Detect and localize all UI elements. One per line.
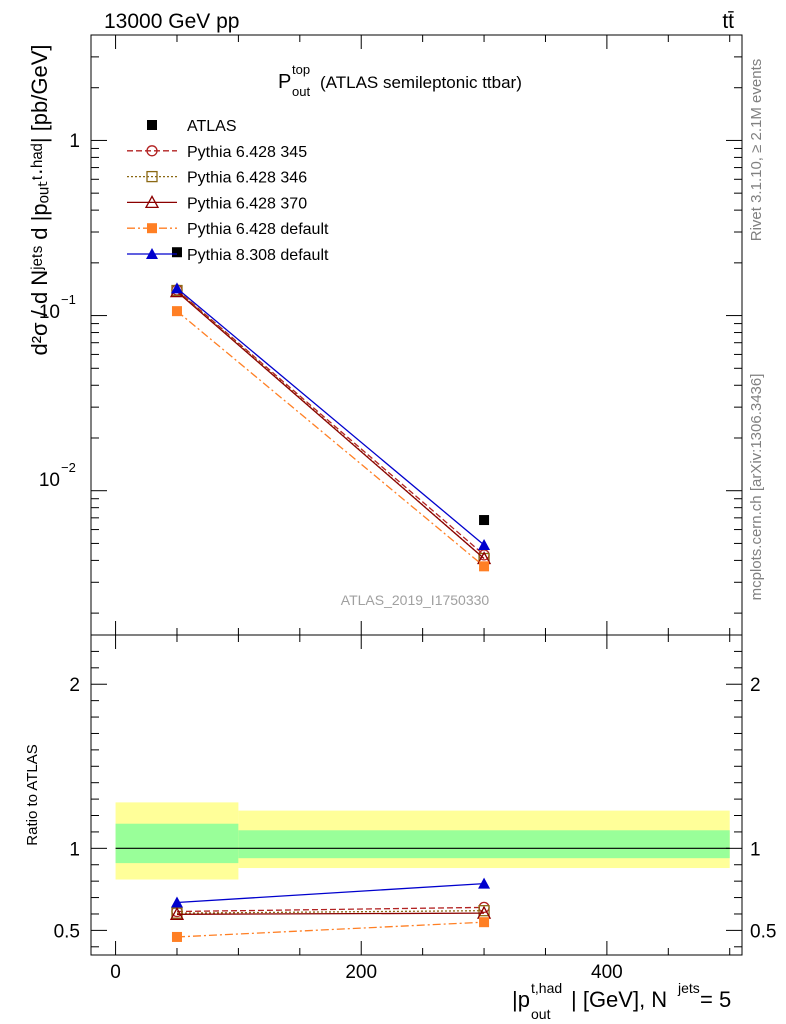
main-series-line bbox=[176, 291, 485, 560]
legend-entry-4: Pythia 6.428 default bbox=[127, 221, 329, 238]
legend-label: ATLAS bbox=[187, 118, 237, 135]
legend-label: Pythia 6.428 default bbox=[187, 221, 329, 238]
ratio-series-line bbox=[176, 912, 485, 915]
ratio-ytick-label: 2 bbox=[69, 675, 80, 696]
main-point bbox=[170, 282, 183, 294]
ratio-point bbox=[479, 917, 490, 928]
rivet-label: Rivet 3.1.10, ≥ 2.1M events bbox=[748, 59, 765, 242]
legend-marker bbox=[146, 170, 158, 183]
ratio-series-line bbox=[176, 921, 485, 938]
legend-entry-0: ATLAS bbox=[147, 118, 237, 135]
ratio-ytick-labels: 0.5 0.5 1 1 2 2 bbox=[54, 675, 777, 942]
main-series-line bbox=[176, 310, 485, 567]
ratio-point bbox=[171, 931, 182, 942]
ytick-label-exp-m1: −1 bbox=[61, 292, 76, 307]
ratio-frame bbox=[90, 634, 743, 956]
legend-marker bbox=[147, 120, 157, 130]
title-main: P bbox=[278, 71, 291, 93]
legend-label: Pythia 6.428 370 bbox=[187, 195, 307, 212]
main-point bbox=[171, 247, 182, 258]
title-rest: (ATLAS semileptonic ttbar) bbox=[320, 73, 522, 92]
main-series-3 bbox=[169, 284, 492, 565]
ratio-series-line bbox=[176, 882, 485, 904]
energy-label: 13000 GeV pp bbox=[104, 10, 239, 33]
ratio-point bbox=[170, 896, 183, 908]
ratio-ytick-label-right: 2 bbox=[750, 675, 761, 696]
main-point bbox=[479, 561, 490, 572]
legend-marker bbox=[146, 248, 158, 259]
uncertainty-band-inner bbox=[238, 830, 730, 859]
legend-marker bbox=[144, 195, 160, 209]
x-axis-title: |p t,had out | [GeV], N jets = 5 bbox=[512, 980, 731, 1022]
legend: ATLAS Pythia 6.428 345 Pythia 6.428 346 Pyt… bbox=[127, 118, 329, 264]
ratio-xtick-label: 0 bbox=[110, 962, 121, 983]
ytick-label-1: 1 bbox=[69, 131, 80, 152]
uncertainty-band-inner bbox=[115, 823, 239, 864]
main-series-line bbox=[176, 287, 485, 546]
main-ylabel: d²σ / d Nʲᵉᵗˢ d |pₒᵤₜᵗ·ʰᵃᵈ| [pb/GeV] bbox=[27, 44, 52, 355]
legend-label: Pythia 6.428 345 bbox=[187, 144, 307, 161]
ratio-ytick-label-right: 0.5 bbox=[750, 921, 776, 942]
legend-label: Pythia 8.308 default bbox=[187, 247, 329, 264]
legend-entry-5: Pythia 8.308 default bbox=[127, 247, 329, 264]
main-series-1 bbox=[171, 284, 490, 561]
ratio-xtick-labels: 0 200 400 bbox=[110, 962, 622, 983]
xlabel-main: |p bbox=[512, 987, 530, 1012]
main-series-5 bbox=[170, 282, 491, 550]
ratio-xtick-label: 200 bbox=[345, 962, 377, 983]
legend-entry-3: Pythia 6.428 370 bbox=[127, 195, 307, 212]
main-title: P top out (ATLAS semileptonic ttbar) bbox=[278, 62, 522, 99]
ratio-series-line bbox=[176, 910, 485, 914]
ytick-label-10b: 10 bbox=[39, 470, 60, 491]
legend-entry-2: Pythia 6.428 346 bbox=[127, 170, 307, 187]
ratio-series-4 bbox=[170, 877, 491, 908]
ratio-point bbox=[478, 905, 490, 917]
mcplots-label: mcplots.cern.ch [arXiv:1306.3436] bbox=[748, 374, 765, 601]
main-point bbox=[478, 538, 491, 550]
main-ticks bbox=[91, 34, 742, 635]
ratio-point bbox=[478, 877, 491, 889]
main-point bbox=[171, 306, 182, 317]
ratio-ylabel: Ratio to ATLAS bbox=[24, 744, 41, 845]
ratio-xtick-label: 400 bbox=[591, 962, 623, 983]
ytick-label-10: 10 bbox=[39, 302, 60, 323]
ratio-point bbox=[169, 906, 185, 920]
title-sub: out bbox=[292, 84, 310, 99]
main-point bbox=[479, 515, 490, 526]
xlabel-sup2: jets bbox=[677, 980, 700, 996]
ratio-ytick-label: 1 bbox=[69, 839, 80, 860]
ytick-label-exp-m2: −2 bbox=[61, 460, 76, 475]
process-label: tt̄ bbox=[722, 10, 734, 33]
ratio-series-3 bbox=[171, 917, 490, 942]
legend-label: Pythia 6.428 346 bbox=[187, 170, 307, 187]
xlabel-rest: | [GeV], N bbox=[571, 987, 667, 1012]
ratio-ytick-label: 0.5 bbox=[54, 921, 80, 942]
ratio-ytick-label-right: 1 bbox=[750, 839, 761, 860]
xlabel-sub: out bbox=[531, 1006, 551, 1022]
main-series-0 bbox=[171, 247, 490, 526]
ratio-ticks bbox=[91, 635, 742, 955]
legend-marker bbox=[146, 145, 158, 157]
legend-entry-1: Pythia 6.428 345 bbox=[127, 144, 307, 161]
title-sup: top bbox=[292, 62, 310, 77]
main-ytick-labels: 1 10 −1 10 −2 bbox=[39, 131, 80, 491]
analysis-id: ATLAS_2019_I1750330 bbox=[341, 592, 490, 608]
legend-marker bbox=[147, 223, 157, 234]
main-series bbox=[169, 247, 492, 572]
main-series-4 bbox=[171, 306, 490, 572]
ratio-bands bbox=[115, 802, 730, 880]
ratio-series-line bbox=[176, 906, 485, 913]
xlabel-tail: = 5 bbox=[700, 987, 731, 1012]
main-series-line bbox=[176, 289, 485, 556]
ratio-series bbox=[169, 877, 492, 942]
xlabel-sup: t,had bbox=[531, 980, 562, 996]
